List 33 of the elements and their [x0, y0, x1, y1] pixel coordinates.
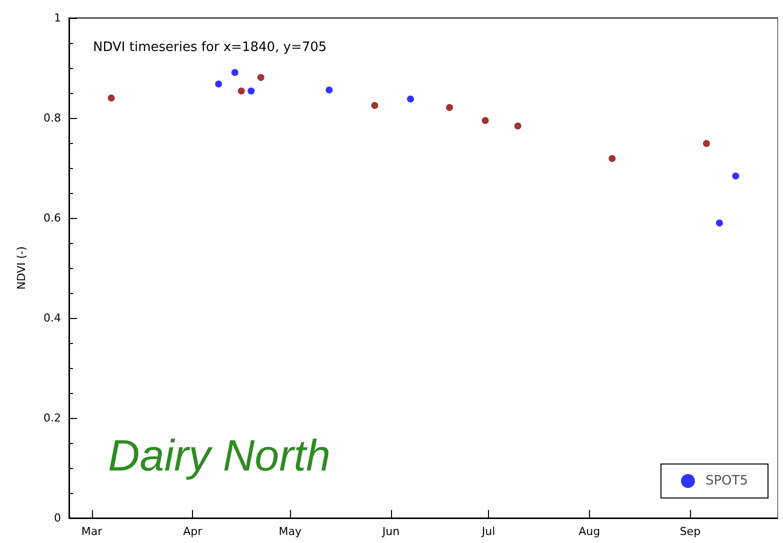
point	[608, 155, 616, 162]
y-tick-label: 0.6	[44, 212, 61, 224]
point	[248, 88, 255, 94]
point	[732, 172, 740, 180]
x-tick-label: Apr	[183, 525, 203, 538]
point	[371, 102, 378, 109]
x-tick-label: Aug	[578, 525, 600, 538]
point	[514, 122, 522, 130]
y-tick-label: 0.4	[44, 312, 61, 324]
text: NDVI timeseries for x=1840, y=705	[93, 40, 327, 55]
point	[446, 104, 454, 111]
point	[702, 140, 710, 147]
point	[257, 74, 264, 81]
point	[326, 86, 333, 94]
y-tick-label: 1	[54, 12, 61, 24]
point	[716, 220, 723, 226]
point	[407, 96, 414, 102]
x-tick-label: Sep	[680, 525, 701, 538]
x-tick-label: Jun	[381, 525, 400, 538]
annotation: Dairy North	[108, 432, 330, 480]
x-tick-label: May	[278, 525, 302, 538]
point	[482, 117, 489, 124]
x-tick-label: Mar	[81, 525, 103, 538]
y-tick-label: 0.8	[44, 112, 61, 124]
point	[231, 69, 238, 76]
y-tick-label: 0	[54, 512, 61, 524]
y-axis-title: NDVI (-)	[15, 246, 28, 290]
point	[215, 80, 222, 88]
legend-label: SPOT5	[705, 474, 748, 488]
point	[238, 88, 245, 94]
y-tick-label: 0.2	[44, 412, 61, 424]
x-tick-label: Jul	[480, 525, 496, 538]
point	[108, 94, 115, 102]
